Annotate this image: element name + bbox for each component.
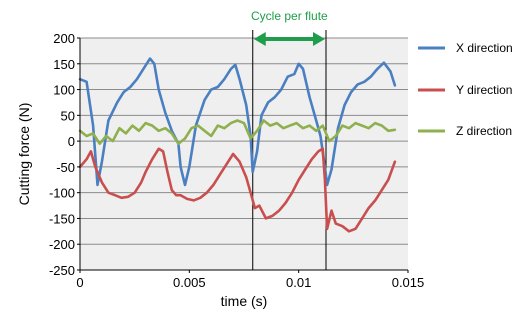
legend-label: X direction bbox=[456, 41, 513, 55]
y-tick-label: 200 bbox=[53, 31, 75, 46]
cycle-annotation-label: Cycle per flute bbox=[251, 9, 328, 23]
y-axis-label: Cutting force (N) bbox=[16, 103, 32, 206]
y-tick-label: -250 bbox=[49, 263, 75, 278]
y-tick-label: 0 bbox=[68, 134, 75, 149]
x-tick-labels: 0 0.005 0.01 0.015 bbox=[76, 270, 424, 290]
x-tick-label: 0.005 bbox=[173, 275, 206, 290]
y-tick-label: -200 bbox=[49, 237, 75, 252]
y-tick-labels: -250 -200 -150 -100 -50 0 50 100 150 200 bbox=[49, 31, 80, 278]
y-tick-label: -50 bbox=[56, 160, 75, 175]
cycle-arrow-left-head bbox=[253, 32, 266, 46]
y-tick-label: -150 bbox=[49, 211, 75, 226]
legend-label: Y direction bbox=[456, 83, 512, 97]
cycle-annotation: Cycle per flute bbox=[251, 9, 328, 270]
y-tick-label: 100 bbox=[53, 83, 75, 98]
x-axis-label: time (s) bbox=[221, 293, 268, 309]
y-tick-label: 50 bbox=[61, 108, 75, 123]
y-tick-label: 150 bbox=[53, 57, 75, 72]
series-lines bbox=[78, 57, 397, 233]
series-line bbox=[78, 119, 397, 145]
y-tick-label: -100 bbox=[49, 186, 75, 201]
plot-background bbox=[80, 38, 408, 270]
x-tick-label: 0 bbox=[76, 275, 83, 290]
legend-label: Z direction bbox=[456, 124, 512, 138]
series-line bbox=[78, 147, 397, 233]
cycle-arrow-right-head bbox=[313, 32, 325, 46]
x-tick-label: 0.015 bbox=[392, 275, 425, 290]
x-tick-label: 0.01 bbox=[286, 275, 311, 290]
legend: X direction Y direction Z direction bbox=[418, 41, 513, 138]
